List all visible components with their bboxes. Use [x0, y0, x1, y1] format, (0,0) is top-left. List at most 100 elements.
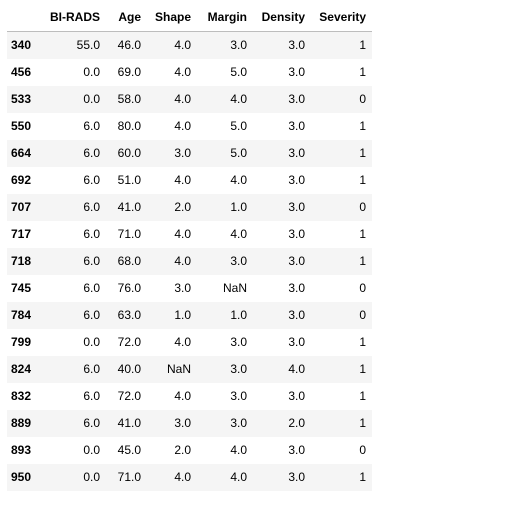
cell-margin: 3.0 [230, 335, 247, 349]
cell-severity: 1 [359, 146, 366, 160]
cell-severity: 1 [359, 389, 366, 403]
cell-bi-rads: 6.0 [83, 119, 100, 133]
column-header-margin: Margin [195, 3, 252, 32]
cell-severity: 1 [359, 38, 366, 52]
cell-age: 71.0 [117, 227, 141, 241]
cell-margin: 4.0 [230, 173, 247, 187]
cell-bi-rads: 0.0 [83, 65, 100, 79]
cell-age: 46.0 [117, 38, 141, 52]
cell-density: 3.0 [288, 173, 305, 187]
row-index: 745 [11, 281, 32, 295]
cell-bi-rads: 6.0 [83, 281, 100, 295]
cell-age: 68.0 [117, 254, 141, 268]
cell-severity: 1 [359, 416, 366, 430]
row-index: 718 [11, 254, 32, 268]
row-index: 340 [11, 38, 32, 52]
cell-margin: 5.0 [230, 65, 247, 79]
cell-severity: 1 [359, 173, 366, 187]
table-header: BI-RADS Age Shape Margin Density Severit… [7, 3, 372, 32]
cell-bi-rads: 6.0 [83, 173, 100, 187]
cell-density: 3.0 [288, 443, 305, 457]
table-row: 707 6.0 41.0 2.0 1.0 3.0 0 [7, 194, 372, 221]
header-row: BI-RADS Age Shape Margin Density Severit… [7, 3, 372, 32]
table-row: 717 6.0 71.0 4.0 4.0 3.0 1 [7, 221, 372, 248]
cell-shape: 4.0 [174, 65, 191, 79]
cell-shape: NaN [166, 362, 191, 376]
cell-margin: 3.0 [230, 38, 247, 52]
cell-bi-rads: 0.0 [83, 470, 100, 484]
table-row: 340 55.0 46.0 4.0 3.0 3.0 1 [7, 31, 372, 59]
cell-density: 3.0 [288, 146, 305, 160]
cell-severity: 1 [359, 470, 366, 484]
cell-density: 3.0 [288, 470, 305, 484]
cell-shape: 4.0 [174, 335, 191, 349]
cell-density: 3.0 [288, 119, 305, 133]
cell-margin: 3.0 [230, 362, 247, 376]
row-index: 550 [11, 119, 32, 133]
row-index: 717 [11, 227, 32, 241]
cell-bi-rads: 6.0 [83, 200, 100, 214]
cell-margin: 3.0 [230, 416, 247, 430]
cell-density: 3.0 [288, 200, 305, 214]
cell-age: 60.0 [117, 146, 141, 160]
cell-margin: 4.0 [230, 443, 247, 457]
table-row: 799 0.0 72.0 4.0 3.0 3.0 1 [7, 329, 372, 356]
cell-bi-rads: 55.0 [76, 38, 100, 52]
table-row: 533 0.0 58.0 4.0 4.0 3.0 0 [7, 86, 372, 113]
cell-margin: 3.0 [230, 254, 247, 268]
cell-severity: 0 [359, 308, 366, 322]
cell-shape: 2.0 [174, 200, 191, 214]
cell-severity: 1 [359, 119, 366, 133]
cell-density: 3.0 [288, 308, 305, 322]
row-index: 664 [11, 146, 32, 160]
cell-margin: 1.0 [230, 200, 247, 214]
cell-age: 40.0 [117, 362, 141, 376]
cell-margin: NaN [222, 281, 247, 295]
cell-severity: 1 [359, 362, 366, 376]
cell-age: 41.0 [117, 416, 141, 430]
table-row: 664 6.0 60.0 3.0 5.0 3.0 1 [7, 140, 372, 167]
table-row: 550 6.0 80.0 4.0 5.0 3.0 1 [7, 113, 372, 140]
cell-shape: 4.0 [174, 119, 191, 133]
cell-density: 3.0 [288, 281, 305, 295]
table-row: 784 6.0 63.0 1.0 1.0 3.0 0 [7, 302, 372, 329]
index-header [7, 3, 39, 32]
cell-shape: 1.0 [174, 308, 191, 322]
cell-bi-rads: 6.0 [83, 308, 100, 322]
table-body: 340 55.0 46.0 4.0 3.0 3.0 1 456 0.0 69.0 4.0 5.0 3.0… [7, 31, 372, 491]
cell-age: 80.0 [117, 119, 141, 133]
cell-shape: 4.0 [174, 227, 191, 241]
cell-bi-rads: 0.0 [83, 443, 100, 457]
row-index: 692 [11, 173, 32, 187]
cell-shape: 4.0 [174, 470, 191, 484]
cell-margin: 1.0 [230, 308, 247, 322]
cell-shape: 4.0 [174, 173, 191, 187]
cell-margin: 4.0 [230, 227, 247, 241]
cell-bi-rads: 0.0 [83, 92, 100, 106]
cell-shape: 4.0 [174, 254, 191, 268]
table-row: 824 6.0 40.0 NaN 3.0 4.0 1 [7, 356, 372, 383]
cell-density: 4.0 [288, 362, 305, 376]
cell-shape: 4.0 [174, 92, 191, 106]
cell-shape: 2.0 [174, 443, 191, 457]
cell-age: 69.0 [117, 65, 141, 79]
row-index: 799 [11, 335, 32, 349]
cell-density: 3.0 [288, 65, 305, 79]
table-row: 893 0.0 45.0 2.0 4.0 3.0 0 [7, 437, 372, 464]
dataframe-table: BI-RADS Age Shape Margin Density Severit… [7, 3, 372, 491]
cell-shape: 3.0 [174, 146, 191, 160]
column-header-severity: Severity [310, 3, 372, 32]
cell-age: 45.0 [117, 443, 141, 457]
row-index: 950 [11, 470, 32, 484]
cell-shape: 4.0 [174, 389, 191, 403]
cell-margin: 4.0 [230, 92, 247, 106]
cell-shape: 4.0 [174, 38, 191, 52]
cell-age: 72.0 [117, 335, 141, 349]
column-header-bi-rads: BI-RADS [39, 3, 104, 32]
cell-age: 76.0 [117, 281, 141, 295]
cell-margin: 3.0 [230, 389, 247, 403]
table-row: 950 0.0 71.0 4.0 4.0 3.0 1 [7, 464, 372, 491]
column-header-density: Density [252, 3, 310, 32]
cell-age: 63.0 [117, 308, 141, 322]
